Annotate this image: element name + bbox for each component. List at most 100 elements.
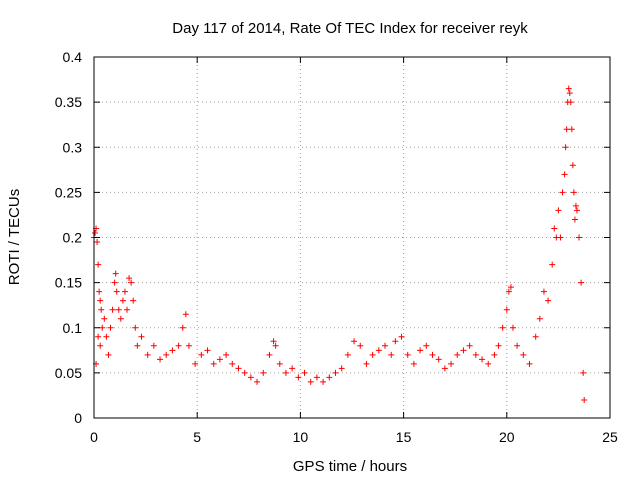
data-point (134, 342, 141, 349)
data-point (111, 279, 118, 286)
data-point (185, 342, 192, 349)
data-point (130, 297, 137, 304)
data-point (126, 275, 133, 282)
data-point (398, 333, 405, 340)
data-point (581, 396, 588, 403)
data-point (97, 342, 104, 349)
data-point (495, 342, 502, 349)
data-point (92, 229, 99, 236)
data-point (555, 207, 562, 214)
data-point (505, 288, 512, 295)
data-point (363, 360, 370, 367)
data-point (392, 338, 399, 345)
y-tick-label: 0.15 (55, 275, 82, 291)
data-point (332, 369, 339, 376)
data-point (472, 351, 479, 358)
data-point (557, 234, 564, 241)
data-point (563, 126, 570, 133)
data-point (95, 333, 102, 340)
data-point (570, 189, 577, 196)
data-point (536, 315, 543, 322)
data-point (101, 315, 108, 322)
data-point (113, 288, 120, 295)
data-point (150, 342, 157, 349)
data-point (404, 351, 411, 358)
data-point (109, 306, 116, 313)
data-point (235, 365, 242, 372)
data-point (499, 324, 506, 331)
data-point (520, 351, 527, 358)
data-point (429, 351, 436, 358)
axis-ticks: 0 0.05 0.1 0.15 0.2 0.25 0.3 0.35 0.4 0 5 10 15 20 25 (55, 49, 618, 445)
data-point (567, 99, 574, 106)
y-tick-label: 0.4 (63, 49, 83, 65)
y-tick-label: 0.05 (55, 365, 82, 381)
data-point (169, 347, 176, 354)
data-point (503, 306, 510, 313)
data-point (375, 347, 382, 354)
data-point (98, 306, 105, 313)
data-point (568, 126, 575, 133)
data-point (441, 365, 448, 372)
data-point (216, 356, 223, 363)
data-point (192, 360, 199, 367)
data-point (479, 356, 486, 363)
data-point (559, 189, 566, 196)
data-point (388, 351, 395, 358)
data-point (132, 324, 139, 331)
data-point (210, 360, 217, 367)
data-point (382, 342, 389, 349)
data-point (485, 360, 492, 367)
data-point (95, 261, 102, 268)
data-point (157, 356, 164, 363)
data-point (466, 342, 473, 349)
data-point (514, 342, 521, 349)
data-point (96, 288, 103, 295)
data-point (301, 369, 308, 376)
data-point (545, 297, 552, 304)
data-point (179, 324, 186, 331)
y-tick-label: 0.1 (63, 320, 83, 336)
data-point (435, 356, 442, 363)
data-point (357, 342, 364, 349)
grid (94, 57, 610, 418)
data-point (138, 333, 145, 340)
data-point (566, 90, 573, 97)
data-point (119, 297, 126, 304)
data-point (491, 351, 498, 358)
plot-frame (93, 56, 611, 419)
data-point (295, 374, 302, 381)
data-point (103, 333, 110, 340)
y-tick-label: 0.2 (63, 230, 83, 246)
chart-title: Day 117 of 2014, Rate Of TEC Index for r… (172, 20, 528, 37)
y-tick-label: 0.3 (63, 139, 83, 155)
data-points (91, 85, 588, 403)
data-point (551, 225, 558, 232)
data-point (124, 306, 131, 313)
data-point (272, 342, 279, 349)
data-point (115, 306, 122, 313)
x-tick-label: 0 (90, 429, 98, 445)
data-point (351, 338, 358, 345)
data-point (569, 162, 576, 169)
data-point (326, 374, 333, 381)
y-axis-label: ROTI / TECUs (6, 189, 23, 285)
data-point (578, 279, 585, 286)
data-point (448, 360, 455, 367)
data-point (344, 351, 351, 358)
data-point (241, 369, 248, 376)
data-point (198, 351, 205, 358)
data-point (460, 347, 467, 354)
data-point (107, 324, 114, 331)
data-point (549, 261, 556, 268)
data-point (117, 315, 124, 322)
data-point (532, 333, 539, 340)
data-point (580, 369, 587, 376)
data-point (105, 351, 112, 358)
data-point (163, 351, 170, 358)
data-point (369, 351, 376, 358)
data-point (307, 378, 314, 385)
data-point (121, 288, 128, 295)
data-point (410, 360, 417, 367)
data-point (229, 360, 236, 367)
